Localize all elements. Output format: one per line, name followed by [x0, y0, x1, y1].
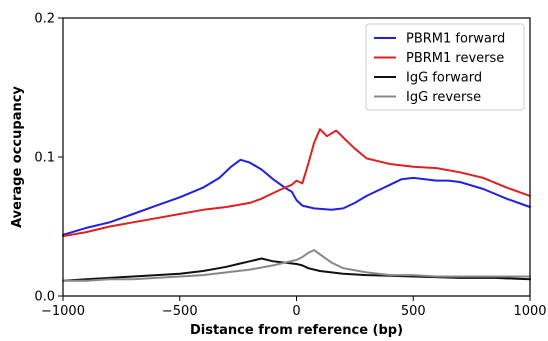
series-layer: [62, 128, 531, 282]
series-line-2: [62, 257, 531, 282]
axes-layer: −1000 −500 0 500 1000 0.0 0.1 0.2: [34, 12, 546, 320]
y-tick-label: 0.2: [34, 12, 55, 27]
legend: PBRM1 forward PBRM1 reverse IgG forward IgG…: [365, 23, 525, 111]
legend-label: IgG reverse: [406, 90, 481, 105]
series-line-1: [62, 128, 531, 238]
x-axis-label: Distance from reference (bp): [190, 323, 403, 337]
x-tick-label: 500: [401, 304, 426, 319]
legend-label: PBRM1 forward: [406, 32, 505, 47]
y-axis-label: Average occupancy: [10, 86, 25, 228]
series-line-0: [62, 158, 531, 236]
x-tick-label: −500: [162, 304, 198, 319]
legend-label: PBRM1 reverse: [406, 51, 504, 66]
x-tick-label: 1000: [513, 304, 546, 319]
legend-box: [365, 23, 525, 111]
legend-label: IgG forward: [406, 71, 482, 86]
series-line-3: [62, 249, 531, 282]
x-tick-label: 0: [292, 304, 300, 319]
y-tick-label: 0.0: [34, 290, 55, 305]
y-tick-label: 0.1: [34, 151, 55, 166]
x-tick-label: −1000: [41, 304, 85, 319]
